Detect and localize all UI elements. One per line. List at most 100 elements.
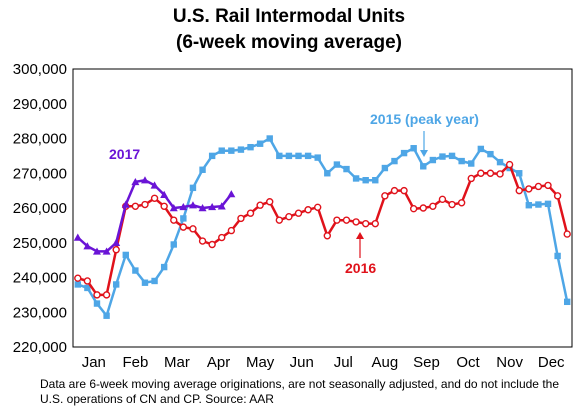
data-point [419,204,427,212]
data-point [457,199,466,207]
data-point [554,252,561,260]
data-point [112,281,120,288]
data-point [266,198,274,206]
data-point [121,200,130,208]
data-point [208,240,216,249]
data-point [371,219,379,228]
data-point [439,153,446,160]
data-point [400,149,408,157]
series-label-2016: 2016 [345,260,376,276]
y-tick-label: 240,000 [13,270,67,287]
data-point [189,225,197,233]
data-point [563,230,571,238]
data-point [515,186,523,195]
data-point [304,206,312,214]
data-point [198,237,207,245]
data-point [141,200,149,209]
series-line [77,137,569,317]
data-point [102,291,111,299]
data-point [487,150,494,158]
data-point [391,157,398,165]
y-axis-tick-labels: 220,000 230,000 240,000 250,000 260,000 270,0… [13,61,67,356]
data-point [92,247,101,255]
series-layer [73,135,571,319]
data-point [534,182,543,191]
data-point [169,204,178,212]
data-point [505,160,514,169]
data-point [516,170,523,177]
data-point [486,169,495,177]
data-point [131,202,140,210]
data-point [477,169,485,177]
data-point [140,176,149,184]
data-point [180,215,187,222]
data-point [544,181,552,190]
data-point [420,163,427,170]
data-point [84,284,91,292]
data-point [93,300,101,307]
data-point [237,214,245,223]
data-point [448,152,456,160]
data-point [74,274,82,282]
x-tick-label: Aug [372,354,399,371]
data-point [141,279,149,286]
data-point [150,181,159,189]
data-point [112,245,120,254]
data-point [266,135,273,142]
data-point [131,177,140,186]
data-point [102,247,111,255]
data-point [160,263,168,271]
data-point [295,152,302,160]
x-tick-label: Nov [496,354,523,371]
series-label-2017: 2017 [109,146,140,162]
data-point [276,152,283,160]
data-point [381,164,389,172]
x-axis-tick-labels: Jan Feb Mar Apr May Jun Jul Aug Sep Oct Nov Dec [82,354,565,371]
data-point [227,226,236,235]
series-label-2016-arrowhead [356,232,364,239]
data-point [256,201,264,209]
y-tick-label: 220,000 [13,339,67,356]
data-point [448,200,456,209]
data-point [323,232,331,240]
y-tick-label: 300,000 [13,61,67,78]
y-tick-label: 290,000 [13,96,67,113]
data-point [342,216,351,224]
data-point [179,223,188,231]
data-point [73,233,82,241]
data-point [227,190,236,198]
data-point [314,203,322,212]
x-tick-label: May [246,354,275,371]
data-point [103,312,110,319]
data-point [525,185,533,193]
data-point [429,202,437,210]
data-point [218,147,225,154]
data-point [304,152,312,160]
data-point [429,156,437,164]
data-point [198,204,207,212]
y-tick-label: 230,000 [13,304,67,321]
data-point [400,186,408,195]
data-point [409,204,418,213]
data-point [151,277,158,285]
x-tick-label: Mar [164,354,190,371]
x-tick-label: Dec [538,354,565,371]
data-point [228,147,235,154]
data-point [218,233,226,242]
data-point [122,251,129,259]
data-point [544,200,552,208]
data-point [352,175,360,182]
chart-subtitle: (6-week moving average) [176,32,402,53]
y-tick-label: 250,000 [13,235,67,252]
data-point [438,195,447,204]
data-point [477,145,485,153]
data-point [170,216,178,224]
series-label-2015-arrowhead [420,150,428,157]
data-point [352,218,360,226]
data-point [361,219,370,228]
data-point [333,161,341,168]
data-point [496,158,504,166]
y-tick-label: 270,000 [13,165,67,182]
data-point [410,145,417,152]
data-point [247,143,254,151]
